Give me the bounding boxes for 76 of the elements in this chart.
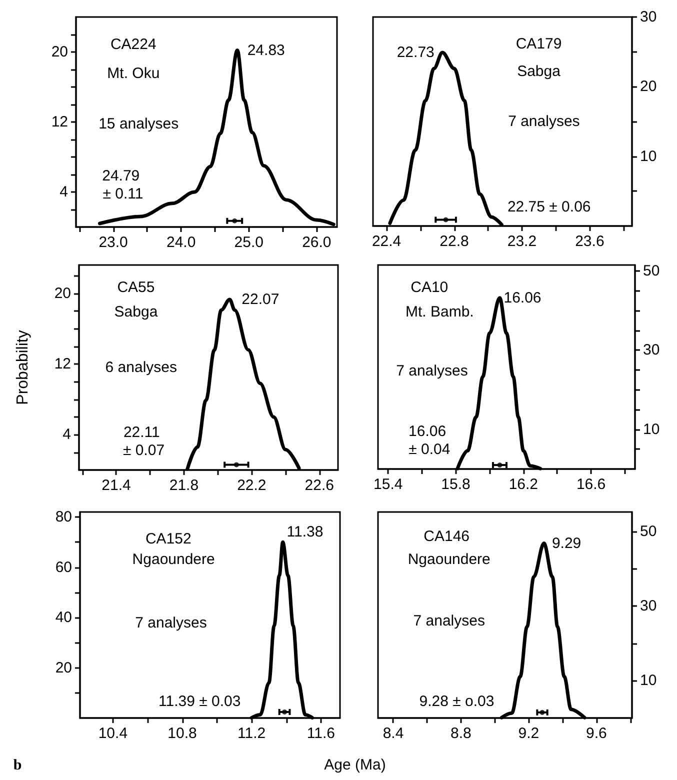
y-axis-title: Probability — [14, 330, 32, 405]
y-tick-label: 4 — [62, 426, 71, 444]
y-tick-label: 10 — [640, 672, 657, 690]
y-tick-label: 4 — [60, 184, 68, 200]
text: CA10 — [410, 278, 448, 296]
x-tick-label: 8.8 — [450, 725, 472, 742]
x-tick-label: 22.8 — [440, 233, 469, 250]
y-tick-label: 12 — [51, 114, 68, 130]
x-axis-title: Age (Ma) — [324, 756, 386, 774]
y-tick-label: 50 — [643, 262, 660, 280]
y-tick-label: 20 — [54, 284, 71, 302]
x-tick-label: 10.4 — [98, 725, 128, 742]
annotation: 16.06 — [504, 289, 542, 306]
x-tick-label: 23.0 — [98, 234, 128, 251]
text: Sabga — [114, 304, 158, 321]
text: CA224 — [110, 36, 156, 53]
x-tick-label: 21.4 — [102, 477, 131, 494]
y-tick-label: 80 — [55, 508, 72, 526]
text: Mt. Oku — [107, 65, 160, 82]
y-tick-label: 50 — [640, 523, 657, 540]
annotation: 22.07 — [242, 290, 280, 308]
x-tick-label: 22.2 — [237, 477, 266, 494]
annotation: 7 analyses — [413, 612, 485, 630]
annotation: 15 analyses — [98, 116, 179, 133]
annotation: 22.75 ± 0.06 — [507, 198, 591, 216]
x-tick-label: 15.4 — [374, 476, 403, 493]
annotation: 16.06 ± 0.04 — [408, 422, 450, 458]
annotation: 6 analyses — [105, 359, 178, 376]
text: CA146 — [424, 528, 470, 546]
y-tick-label: 30 — [640, 598, 657, 615]
x-tick-label: 9.2 — [518, 725, 540, 742]
x-tick-label: 16.6 — [576, 476, 606, 493]
y-tick-label: 10 — [640, 148, 657, 165]
text: Mt. Bamb. — [406, 303, 474, 320]
annotation: 11.38 — [286, 524, 324, 541]
annotation: 9.29 — [552, 534, 582, 552]
x-tick-label: 9.6 — [586, 725, 607, 742]
x-tick-label: 15.8 — [441, 476, 470, 493]
text: Sabga — [517, 62, 562, 80]
x-tick-label: 21.8 — [169, 477, 199, 494]
x-tick-label: 23.2 — [507, 233, 537, 250]
x-tick-label: 25.0 — [234, 234, 264, 251]
annotation: 24.79 ± 0.11 — [102, 168, 144, 202]
x-tick-label: 26.0 — [302, 234, 332, 251]
annotation: 22.73 — [396, 44, 434, 62]
y-tick-label: 40 — [55, 609, 72, 626]
text: CA152 — [145, 530, 192, 548]
y-tick-label: 30 — [643, 342, 660, 359]
y-tick-label: 20 — [55, 659, 72, 676]
x-tick-label: 24.0 — [166, 234, 196, 251]
text: Ngaoundere — [408, 550, 490, 568]
annotation: 11.39 ± 0.03 — [158, 693, 241, 710]
y-tick-label: 30 — [640, 8, 657, 26]
y-tick-label: 20 — [51, 44, 68, 60]
annotation: 24.83 — [247, 42, 285, 59]
annotation: 9.28 ± o.03 — [419, 693, 494, 710]
text: Ngaoundere — [132, 550, 215, 568]
y-tick-label: 60 — [55, 558, 72, 576]
x-tick-label: 16.2 — [508, 476, 538, 493]
y-tick-label: 12 — [54, 355, 71, 372]
annotation: 7 analyses — [135, 614, 207, 632]
annotation: 22.11 ± 0.07 — [122, 424, 165, 459]
annotation: 7 analyses — [396, 362, 468, 380]
text: CA55 — [117, 279, 155, 296]
text: b — [13, 757, 22, 774]
y-tick-label: 20 — [640, 78, 657, 96]
x-tick-label: 22.4 — [372, 233, 402, 250]
x-tick-label: 11.6 — [306, 725, 335, 742]
x-tick-label: 23.6 — [575, 233, 604, 250]
y-tick-label: 10 — [643, 420, 660, 438]
x-tick-label: 10.8 — [168, 725, 197, 742]
annotation: 7 analyses — [508, 113, 580, 130]
text: CA179 — [516, 36, 562, 53]
x-tick-label: 8.4 — [382, 725, 404, 742]
x-tick-label: 11.2 — [238, 725, 266, 742]
x-tick-label: 22.6 — [304, 477, 334, 494]
